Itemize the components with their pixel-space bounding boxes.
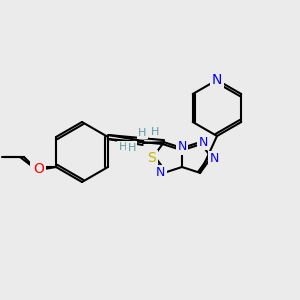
Text: H: H [138,128,146,137]
Text: O: O [34,162,44,176]
Text: N: N [177,140,187,154]
Text: H: H [128,142,136,152]
Text: O: O [32,160,43,174]
Text: N: N [156,167,166,179]
Text: H: H [151,127,159,136]
Text: N: N [198,136,208,148]
Text: S: S [147,152,156,166]
Text: H: H [118,142,127,152]
Text: N: N [210,152,219,165]
Text: N: N [212,73,222,87]
